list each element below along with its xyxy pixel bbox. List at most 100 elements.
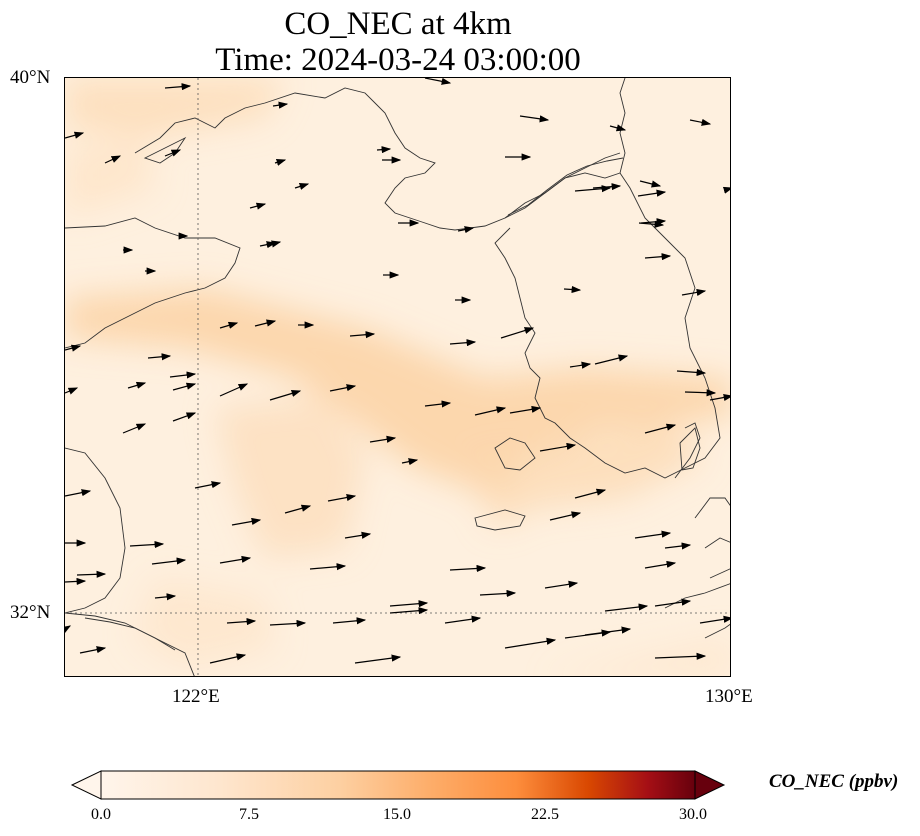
wind-vector-arrow	[634, 530, 672, 539]
wind-vector-arrow	[504, 637, 557, 649]
wind-vector-arrow	[226, 618, 257, 626]
colorbar-label: CO_NEC (ppbv)	[769, 771, 899, 792]
wind-vector-arrow	[676, 368, 707, 376]
wind-vector-arrow	[274, 158, 287, 166]
wind-vector-arrow	[76, 570, 107, 578]
wind-vector-arrow	[509, 405, 542, 414]
wind-vector-arrow	[449, 564, 487, 573]
wind-vector-arrow	[284, 504, 312, 514]
wind-vector-arrow	[699, 615, 730, 624]
wind-vector-arrow	[209, 653, 247, 664]
map-time-subtitle: Time: 2024-03-24 03:00:00	[215, 42, 581, 78]
wind-vector-arrow	[254, 319, 277, 327]
wind-vector-arrow	[269, 619, 307, 628]
wind-vector-arrow	[539, 442, 577, 452]
wind-vector-arrow	[344, 531, 372, 539]
wind-vector-arrow	[327, 493, 357, 502]
lon-label-122e: 122°E	[172, 686, 220, 707]
wind-vector-arrow	[594, 354, 629, 365]
wind-vector-arrow	[681, 288, 707, 296]
wind-vector-arrow	[389, 600, 429, 608]
wind-vector-arrow	[272, 101, 289, 109]
wind-vector-arrow	[169, 371, 197, 379]
lon-label-130e: 130°E	[705, 686, 753, 707]
wind-vector-arrow	[444, 615, 482, 624]
wind-vector-arrow	[164, 83, 192, 91]
wind-vector-arrow	[544, 580, 579, 589]
wind-vector-arrow	[644, 560, 677, 569]
wind-vector-arrow	[654, 652, 707, 660]
co-plume-field	[65, 78, 730, 676]
colorbar-gradient	[100, 770, 696, 800]
wind-vector-arrow	[644, 253, 672, 261]
wind-vector-arrow	[369, 435, 397, 443]
wind-vector-arrow	[574, 185, 612, 193]
wind-vector-arrow	[584, 626, 632, 636]
gridlines	[65, 78, 730, 676]
colorbar-tick-1: 7.5	[239, 806, 259, 823]
wind-vector-arrow	[637, 189, 667, 197]
wind-vector-arrow	[574, 488, 607, 499]
wind-vector-arrow	[457, 226, 475, 234]
wind-vectors	[65, 78, 730, 664]
colorbar-min-extend	[70, 770, 102, 800]
colorbar	[70, 770, 726, 800]
map-canvas	[65, 78, 730, 676]
wind-vector-arrow	[65, 131, 85, 139]
wind-vector-arrow	[401, 458, 419, 466]
wind-vector-arrow	[376, 146, 392, 154]
wind-vector-arrow	[65, 489, 92, 497]
wind-vector-arrow	[722, 186, 730, 194]
wind-vector-arrow	[219, 555, 252, 564]
wind-vector-arrow	[219, 383, 249, 397]
wind-vector-arrow	[424, 78, 452, 85]
wind-vector-arrow	[65, 577, 87, 586]
wind-vector-arrow	[79, 646, 107, 654]
wind-vector-arrow	[569, 361, 592, 369]
wind-vector-arrow	[127, 381, 147, 389]
wind-vector-arrow	[122, 423, 147, 434]
colorbar-max-extend	[694, 770, 726, 800]
coastlines	[65, 78, 730, 676]
map-title: CO_NEC at 4km	[284, 6, 512, 42]
wind-vector-arrow	[449, 339, 477, 347]
wind-vector-arrow	[549, 511, 582, 521]
wind-vector-arrow	[644, 423, 677, 434]
wind-vector-arrow	[164, 149, 182, 157]
wind-vector-arrow	[269, 389, 302, 401]
lat-label-32n: 32°N	[10, 602, 51, 623]
wind-vector-arrow	[270, 240, 282, 248]
colorbar-tick-2: 15.0	[383, 806, 411, 823]
wind-vector-arrow	[329, 384, 357, 392]
wind-vector-arrow	[147, 353, 172, 361]
wind-vector-arrow	[294, 183, 310, 190]
wind-vector-arrow	[424, 400, 452, 408]
wind-vector-arrow	[309, 563, 347, 571]
wind-vector-arrow	[129, 540, 165, 549]
wind-vector-arrow	[689, 118, 712, 126]
wind-vector-arrow	[684, 389, 717, 397]
wind-vector-arrow	[154, 593, 177, 601]
wind-vector-arrow	[604, 603, 649, 612]
wind-vector-arrow	[563, 285, 582, 294]
wind-vector-arrow	[249, 202, 267, 210]
wind-vector-arrow	[519, 115, 550, 123]
wind-vector-arrow	[231, 517, 262, 526]
colorbar-tick-3: 22.5	[531, 806, 559, 823]
wind-vector-arrow	[640, 218, 667, 226]
wind-vector-arrow	[592, 183, 622, 191]
lat-label-40n: 40°N	[10, 67, 51, 88]
wind-vector-arrow	[474, 406, 507, 416]
map-panel	[64, 77, 731, 677]
wind-vector-arrow	[654, 598, 692, 607]
colorbar-tick-0: 0.0	[91, 806, 111, 823]
wind-vector-arrow	[354, 654, 402, 664]
wind-vector-arrow	[194, 481, 222, 489]
wind-vector-arrow	[151, 557, 187, 565]
wind-vector-arrow	[332, 617, 367, 625]
wind-vector-arrow	[65, 387, 79, 395]
wind-vector-arrow	[664, 542, 692, 550]
wind-vector-arrow	[389, 607, 429, 615]
wind-vector-arrow	[609, 124, 627, 132]
wind-vector-arrow	[172, 382, 197, 391]
